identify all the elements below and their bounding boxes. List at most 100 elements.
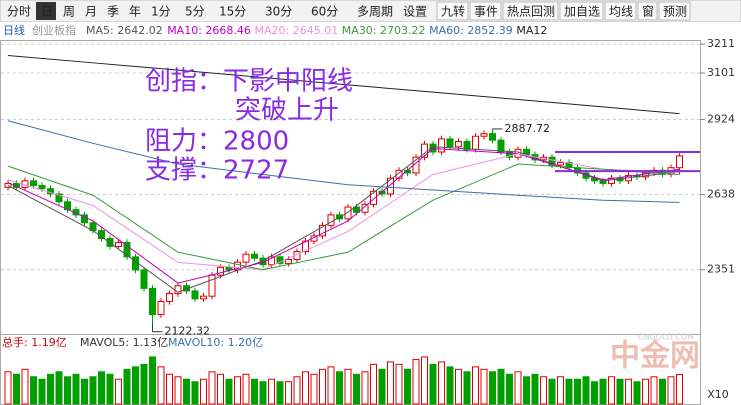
volume-bar <box>38 378 46 405</box>
candle-body <box>208 274 216 297</box>
volume-bar <box>149 356 156 405</box>
tab[interactable]: 多周期 <box>357 5 393 19</box>
tool[interactable]: 预测 <box>663 5 687 19</box>
volume-bar <box>421 356 428 405</box>
volume-bar <box>667 376 675 405</box>
tool-button <box>469 1 502 21</box>
tab[interactable]: 30分 <box>265 5 292 19</box>
volume-bar <box>540 376 547 405</box>
volume-bar <box>225 378 233 405</box>
volume-bar <box>64 376 71 405</box>
candle-body <box>157 300 165 316</box>
tool[interactable]: 均线 <box>609 5 633 19</box>
volume-bar <box>659 378 666 405</box>
volume-bar <box>251 378 258 405</box>
y-tick-label: 2924 <box>707 112 735 125</box>
volume-bar <box>21 368 29 405</box>
candle-body <box>370 190 377 205</box>
volume-bar <box>191 381 199 405</box>
tool-button <box>436 1 469 21</box>
candle-body <box>489 133 496 141</box>
volume-bar <box>514 371 522 405</box>
volume-bar <box>370 363 377 405</box>
candle-body <box>140 269 148 289</box>
volume-bar <box>455 368 462 405</box>
volume-bar <box>642 378 649 405</box>
volume-bar <box>217 373 224 405</box>
tool[interactable]: 事件 <box>474 5 498 19</box>
candle-body <box>565 161 573 169</box>
tool[interactable]: 热点回测 <box>507 5 555 19</box>
volume-header: MAVOL5: 1.13亿 <box>80 336 168 349</box>
volume-bar <box>438 361 445 405</box>
volume-bar <box>285 381 292 405</box>
candle-body <box>276 256 284 264</box>
candle-body <box>38 185 46 190</box>
candle-body <box>497 139 505 153</box>
volume-bar <box>72 373 80 405</box>
watermark-url: CNGOLD.COM <box>638 333 694 342</box>
candle-body <box>217 266 224 276</box>
volume-bar <box>497 368 505 405</box>
tab[interactable]: 周 <box>63 5 75 19</box>
tool[interactable]: 九转 <box>441 4 465 19</box>
volume-bar <box>676 374 683 405</box>
candle-body <box>480 133 488 137</box>
volume-bar <box>523 376 530 405</box>
volume-header: MAVOL10: 1.20亿 <box>168 336 263 349</box>
volume-bar <box>616 378 624 405</box>
ma-line <box>7 54 680 115</box>
candle-body <box>353 206 360 213</box>
y-tick-label: 3101 <box>707 66 735 79</box>
tool-button <box>658 1 691 21</box>
ma-legend: MA12 <box>516 24 547 37</box>
candle-body <box>30 180 37 187</box>
tab[interactable]: 15分 <box>219 5 246 19</box>
candle-body <box>4 182 12 188</box>
candle-body <box>429 143 437 153</box>
volume-bar <box>132 366 139 405</box>
volume-bar <box>344 368 352 405</box>
volume-bar <box>353 373 360 405</box>
tool[interactable]: 加自选 <box>564 5 600 19</box>
ma-legend: MA30: 2703.22 <box>342 24 426 37</box>
tab[interactable]: 年 <box>129 5 141 19</box>
period: 日线 <box>3 23 25 37</box>
candle-body <box>472 135 479 150</box>
tab[interactable]: 5分 <box>185 5 205 19</box>
candle-body <box>327 214 335 226</box>
tab[interactable]: 分时 <box>7 5 31 19</box>
volume-bar <box>276 381 284 405</box>
ma-legend: MA60: 2852.39 <box>429 24 513 37</box>
y-tick-label: 3211 <box>707 37 735 50</box>
ma-legend: MA5: 2642.02 <box>86 24 163 37</box>
ma-legend: MA10: 2668.46 <box>167 24 251 37</box>
watermark-name: 中金网 <box>610 339 700 374</box>
volume-bar <box>591 381 598 405</box>
tab[interactable]: 60分 <box>311 5 338 19</box>
candle-body <box>149 287 156 316</box>
tool[interactable]: 窗 <box>642 5 654 19</box>
volume-bar <box>13 373 20 405</box>
tab-selected <box>36 2 56 20</box>
tab[interactable]: 1分 <box>151 5 171 19</box>
candle-body <box>200 295 207 300</box>
volume-bar <box>327 366 335 405</box>
tab[interactable]: 设置 <box>403 5 427 19</box>
tab[interactable]: 日 <box>41 5 53 19</box>
volume-bar <box>480 368 488 405</box>
high-label: 2887.72 <box>505 122 551 135</box>
tab[interactable]: 月 <box>85 5 97 19</box>
volume-bar <box>98 371 105 405</box>
candle-body <box>166 293 173 302</box>
volume-bar <box>302 371 309 405</box>
volume-bar <box>582 376 590 405</box>
volume-bar <box>4 371 12 405</box>
tab[interactable]: 季 <box>107 5 119 19</box>
volume-bar <box>123 368 131 405</box>
index-name: 创业板指 <box>32 23 76 37</box>
volume-bar <box>395 363 403 405</box>
volume-bar <box>446 366 454 405</box>
candle-body <box>251 253 258 259</box>
